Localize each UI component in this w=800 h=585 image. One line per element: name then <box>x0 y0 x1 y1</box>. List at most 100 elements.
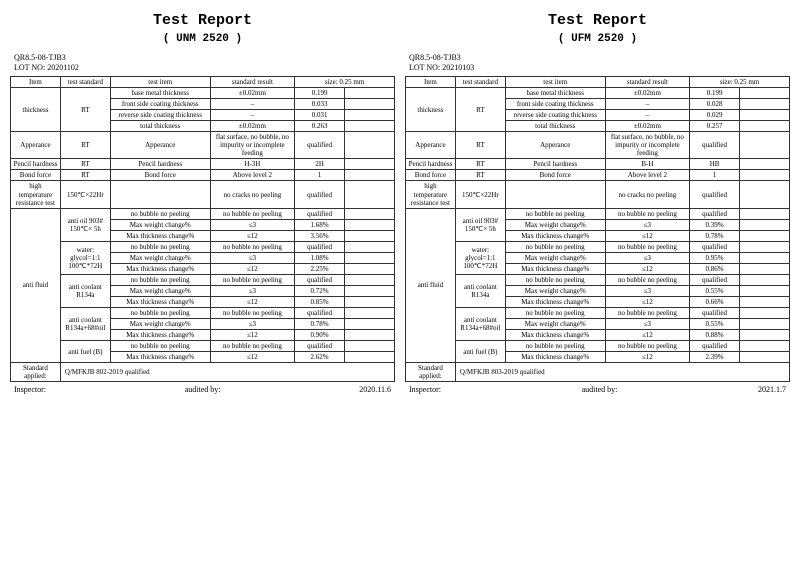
g0r2-v: 3.56% <box>295 230 345 241</box>
g1r0-n: no bubble no peeling <box>505 241 605 252</box>
test-table: Itemtest standardtest itemstandard resul… <box>405 76 790 382</box>
footer-inspector: Inspector: <box>14 385 46 394</box>
g2r0-n: no bubble no peeling <box>110 274 210 285</box>
row1-item: Pencil hardness <box>406 159 456 170</box>
g3r0-v: qualified <box>690 308 740 319</box>
doc-number: QR8.5-08-TJB3 <box>409 53 786 62</box>
g1r1-s: ≤3 <box>605 252 689 263</box>
g0r2-s: ≤12 <box>605 230 689 241</box>
report-right: Test Report( UFM 2520 )QR8.5-08-TJB3LOT … <box>405 10 790 397</box>
g1r0-s: no bubble no peeling <box>605 241 689 252</box>
g3r0-b <box>740 308 790 319</box>
g3r2-v: 0.88% <box>690 330 740 341</box>
row3-v: qualified <box>295 181 345 208</box>
g0r1-n: Max weight change% <box>505 219 605 230</box>
group0-sub: anti oil 903# 150℃× 5h <box>455 208 505 241</box>
g4r1-n: Max thickness change% <box>505 352 605 363</box>
row2-test: Bond force <box>110 170 210 181</box>
g2r1-v: 0.72% <box>295 285 345 296</box>
g4r0-s: no bubble no peeling <box>605 341 689 352</box>
g3r2-s: ≤12 <box>210 330 294 341</box>
thk-r2-v: 0.033 <box>295 99 345 110</box>
g0r0-b <box>345 208 395 219</box>
thk-r2-n: front side coating thickness <box>505 99 605 110</box>
report-left: Test Report( UNM 2520 )QR8.5-08-TJB3LOT … <box>10 10 395 397</box>
g2r0-b <box>740 274 790 285</box>
g0r1-v: 1.68% <box>295 219 345 230</box>
std-applied-label: Standard applied: <box>11 363 61 382</box>
g2r1-s: ≤3 <box>210 285 294 296</box>
thk-r3-n: reverse side coating thickness <box>505 110 605 121</box>
lot-label: LOT NO: <box>14 63 47 72</box>
thk-r3-b <box>740 110 790 121</box>
group4-sub: anti fuel (B) <box>455 341 505 363</box>
row3-b <box>740 181 790 208</box>
g1r2-n: Max thickness change% <box>505 263 605 274</box>
g3r2-n: Max thickness change% <box>505 330 605 341</box>
row1-std: RT <box>60 159 110 170</box>
g1r0-v: qualified <box>690 241 740 252</box>
g4r1-b <box>740 352 790 363</box>
g1r2-b <box>740 263 790 274</box>
g1r2-v: 2.25% <box>295 263 345 274</box>
hdr-stdresult: standard result <box>210 77 294 88</box>
g1r1-n: Max weight change% <box>505 252 605 263</box>
lot-no: 20201102 <box>47 63 79 72</box>
g4r0-b <box>740 341 790 352</box>
g1r0-b <box>740 241 790 252</box>
g0r1-b <box>345 219 395 230</box>
footer-date: 2021.1.7 <box>758 385 786 394</box>
g2r1-b <box>345 285 395 296</box>
anti-fluid-label: anti fluid <box>406 208 456 363</box>
thk-r4-v: 0.257 <box>690 121 740 132</box>
g0r2-n: Max thickness change% <box>505 230 605 241</box>
thk-r4-s: ±0.02mm <box>605 121 689 132</box>
row3-test <box>110 181 210 208</box>
thk-r4-b <box>345 121 395 132</box>
thk-r3-s: – <box>210 110 294 121</box>
g0r0-v: qualified <box>690 208 740 219</box>
g3r1-v: 0.55% <box>690 319 740 330</box>
g3r2-n: Max thickness change% <box>110 330 210 341</box>
row2-item: Bond force <box>11 170 61 181</box>
g1r0-v: qualified <box>295 241 345 252</box>
thk-r1-v: 0.199 <box>295 88 345 99</box>
g0r1-s: ≤3 <box>605 219 689 230</box>
group1-sub: water: glycol=1:1 100℃*72H <box>455 241 505 274</box>
g4r1-s: ≤12 <box>210 352 294 363</box>
g4r0-n: no bubble no peeling <box>505 341 605 352</box>
pages-container: Test Report( UNM 2520 )QR8.5-08-TJB3LOT … <box>10 10 790 397</box>
g1r0-n: no bubble no peeling <box>110 241 210 252</box>
g2r0-s: no bubble no peeling <box>605 274 689 285</box>
thk-r4-v: 0.263 <box>295 121 345 132</box>
hdr-item: Item <box>11 77 61 88</box>
row1-res: B-H <box>605 159 689 170</box>
row3-std: 150℃×22Hr <box>60 181 110 208</box>
g3r0-s: no bubble no peeling <box>605 308 689 319</box>
thk-r3-v: 0.029 <box>690 110 740 121</box>
g2r0-b <box>345 274 395 285</box>
group3-sub: anti coolant R134a+68#oil <box>455 308 505 341</box>
thk-r4-n: total thickness <box>110 121 210 132</box>
g1r2-n: Max thickness change% <box>110 263 210 274</box>
row1-test: Pencil hardness <box>110 159 210 170</box>
thk-r1-b <box>740 88 790 99</box>
g0r0-b <box>740 208 790 219</box>
g4r1-b <box>345 352 395 363</box>
g3r2-v: 0.90% <box>295 330 345 341</box>
group0-sub: anti oil 903# 150℃× 5h <box>60 208 110 241</box>
g3r0-s: no bubble no peeling <box>210 308 294 319</box>
footer-audited: audited by: <box>582 385 618 394</box>
g2r0-n: no bubble no peeling <box>505 274 605 285</box>
row1-test: Pencil hardness <box>505 159 605 170</box>
report-title: Test Report <box>10 12 395 29</box>
g4r0-n: no bubble no peeling <box>110 341 210 352</box>
g1r1-n: Max weight change% <box>110 252 210 263</box>
g0r2-n: Max thickness change% <box>110 230 210 241</box>
hdr-testitem: test item <box>110 77 210 88</box>
g3r2-b <box>345 330 395 341</box>
report-title: Test Report <box>405 12 790 29</box>
thk-r3-v: 0.031 <box>295 110 345 121</box>
g3r0-v: qualified <box>295 308 345 319</box>
row1-v: 2H <box>295 159 345 170</box>
